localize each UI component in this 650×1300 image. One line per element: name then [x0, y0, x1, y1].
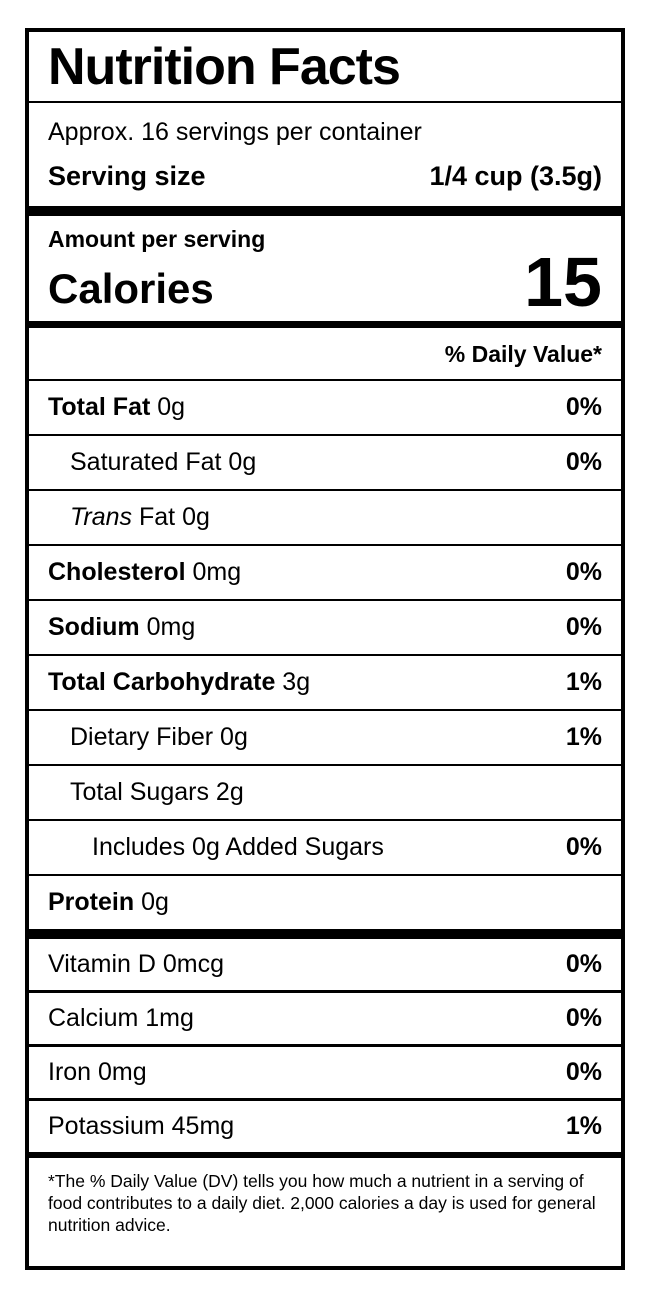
calories-section: Amount per serving Calories 15 [29, 216, 621, 321]
label-title: Nutrition Facts [48, 38, 401, 96]
footnote-bar [29, 1151, 621, 1158]
nutrient-row-divider [29, 873, 621, 876]
nutrient-row-divider [29, 653, 621, 656]
vitamin-daily-value: 0% [565, 949, 602, 978]
nutrient-row: Saturated Fat 0g 0% [29, 436, 621, 489]
nutrient-row-divider [29, 708, 621, 711]
servings-per-container: Approx. 16 servings per container [48, 118, 422, 147]
daily-value-divider [29, 378, 621, 381]
calories-value: 15 [524, 243, 602, 322]
nutrient-row: Total Carbohydrate 3g 1% [29, 656, 621, 709]
nutrient-row-divider [29, 818, 621, 821]
serving-size-label: Serving size [48, 161, 206, 192]
nutrient-row: Total Fat 0g 0% [29, 381, 621, 434]
vitamin-daily-value: 1% [565, 1111, 602, 1140]
nutrient-row: Total Sugars 2g [29, 766, 621, 819]
vitamin-row: Potassium 45mg 1% [29, 1101, 621, 1152]
section-bar-thick-top [29, 206, 621, 217]
nutrient-daily-value: 1% [565, 667, 602, 696]
nutrient-row: Dietary Fiber 0g 1% [29, 711, 621, 764]
nutrient-daily-value: 1% [565, 722, 602, 751]
nutrient-row: Sodium 0mg 0% [29, 601, 621, 654]
serving-size-row: Serving size 1/4 cup (3.5g) [29, 149, 621, 206]
nutrition-facts-label: Nutrition Facts Approx. 16 servings per … [25, 28, 625, 1270]
nutrient-daily-value: 0% [565, 392, 602, 421]
vitamin-row: Vitamin D 0mcg 0% [29, 939, 621, 990]
nutrient-name: Total Sugars 2g [70, 777, 244, 806]
vitamin-row-divider [29, 989, 621, 993]
calories-row: Calories 15 [48, 243, 602, 322]
daily-value-header: % Daily Value* [444, 340, 602, 367]
vitamin-name: Iron 0mg [48, 1057, 147, 1086]
vitamin-rows: Vitamin D 0mcg 0% Calcium 1mg 0% Iron 0mg 0% P… [29, 939, 621, 1152]
vitamin-row: Calcium 1mg 0% [29, 993, 621, 1044]
nutrient-row-divider [29, 543, 621, 546]
vitamin-daily-value: 0% [565, 1057, 602, 1086]
nutrient-name: Protein 0g [48, 887, 169, 916]
vitamin-row: Iron 0mg 0% [29, 1047, 621, 1098]
nutrient-row-divider [29, 433, 621, 436]
nutrient-daily-value: 0% [565, 557, 602, 586]
section-bar-medium [29, 320, 621, 328]
amount-per-serving-label: Amount per serving [48, 226, 266, 253]
vitamin-row-divider [29, 1097, 621, 1101]
vitamin-name: Vitamin D 0mcg [48, 949, 224, 978]
nutrient-row: Cholesterol 0mg 0% [29, 546, 621, 599]
footnote-text: *The % Daily Value (DV) tells you how mu… [48, 1170, 596, 1235]
nutrient-daily-value: 0% [565, 447, 602, 476]
nutrient-row: Includes 0g Added Sugars 0% [29, 821, 621, 874]
title-divider [29, 101, 621, 104]
nutrient-name: Total Carbohydrate 3g [48, 667, 311, 696]
vitamin-row-divider [29, 1043, 621, 1047]
calories-label: Calories [48, 264, 214, 312]
nutrient-daily-value: 0% [565, 832, 602, 861]
serving-size-value: 1/4 cup (3.5g) [429, 161, 602, 192]
vitamin-name: Calcium 1mg [48, 1003, 194, 1032]
nutrient-row-divider [29, 488, 621, 491]
nutrient-name: Total Fat 0g [48, 392, 186, 421]
vitamin-name: Potassium 45mg [48, 1111, 235, 1140]
nutrient-daily-value: 0% [565, 612, 602, 641]
section-bar-thick-bottom [29, 928, 621, 939]
nutrient-name: Includes 0g Added Sugars [92, 832, 384, 861]
vitamin-daily-value: 0% [565, 1003, 602, 1032]
nutrient-row-divider [29, 763, 621, 766]
nutrient-row: Trans Fat 0g [29, 491, 621, 544]
nutrient-name: Saturated Fat 0g [70, 447, 257, 476]
nutrient-row: Protein 0g [29, 876, 621, 929]
nutrient-row-divider [29, 598, 621, 601]
nutrient-name: Sodium 0mg [48, 612, 196, 641]
nutrient-name: Cholesterol 0mg [48, 557, 242, 586]
nutrient-name: Dietary Fiber 0g [70, 722, 248, 751]
nutrient-rows: Total Fat 0g 0% Saturated Fat 0g 0% Trans Fa… [29, 381, 621, 929]
nutrient-name: Trans Fat 0g [70, 502, 210, 531]
